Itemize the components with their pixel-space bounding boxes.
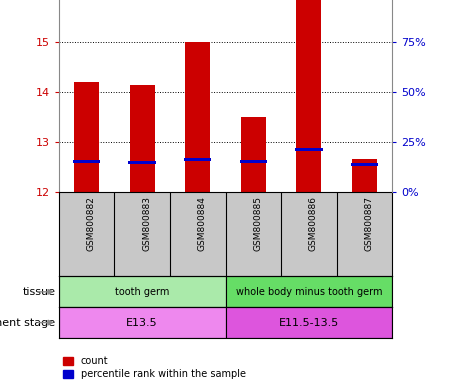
- Text: E13.5: E13.5: [126, 318, 158, 328]
- Bar: [129, 84, 155, 192]
- Bar: [128, 161, 156, 164]
- Bar: [73, 160, 100, 162]
- Bar: [295, 148, 323, 151]
- Text: GSM800886: GSM800886: [309, 196, 318, 251]
- Bar: [59, 307, 226, 338]
- Legend: count, percentile rank within the sample: count, percentile rank within the sample: [64, 356, 246, 379]
- Text: tooth germ: tooth germ: [115, 287, 169, 297]
- Bar: [226, 307, 392, 338]
- Text: GSM800884: GSM800884: [198, 196, 207, 251]
- Bar: [74, 82, 99, 192]
- Bar: [351, 163, 378, 166]
- Bar: [239, 160, 267, 162]
- Text: GSM800885: GSM800885: [253, 196, 262, 251]
- Text: GSM800887: GSM800887: [364, 196, 373, 251]
- Bar: [185, 42, 210, 192]
- Bar: [184, 158, 212, 161]
- Text: GSM800882: GSM800882: [87, 196, 96, 251]
- Text: GSM800883: GSM800883: [142, 196, 151, 251]
- Bar: [296, 0, 322, 192]
- Text: E11.5-13.5: E11.5-13.5: [279, 318, 339, 328]
- Text: whole body minus tooth germ: whole body minus tooth germ: [236, 287, 382, 297]
- Text: development stage: development stage: [0, 318, 55, 328]
- Bar: [352, 159, 377, 192]
- Text: tissue: tissue: [22, 287, 55, 297]
- Bar: [226, 276, 392, 307]
- Bar: [59, 276, 226, 307]
- Bar: [241, 117, 266, 192]
